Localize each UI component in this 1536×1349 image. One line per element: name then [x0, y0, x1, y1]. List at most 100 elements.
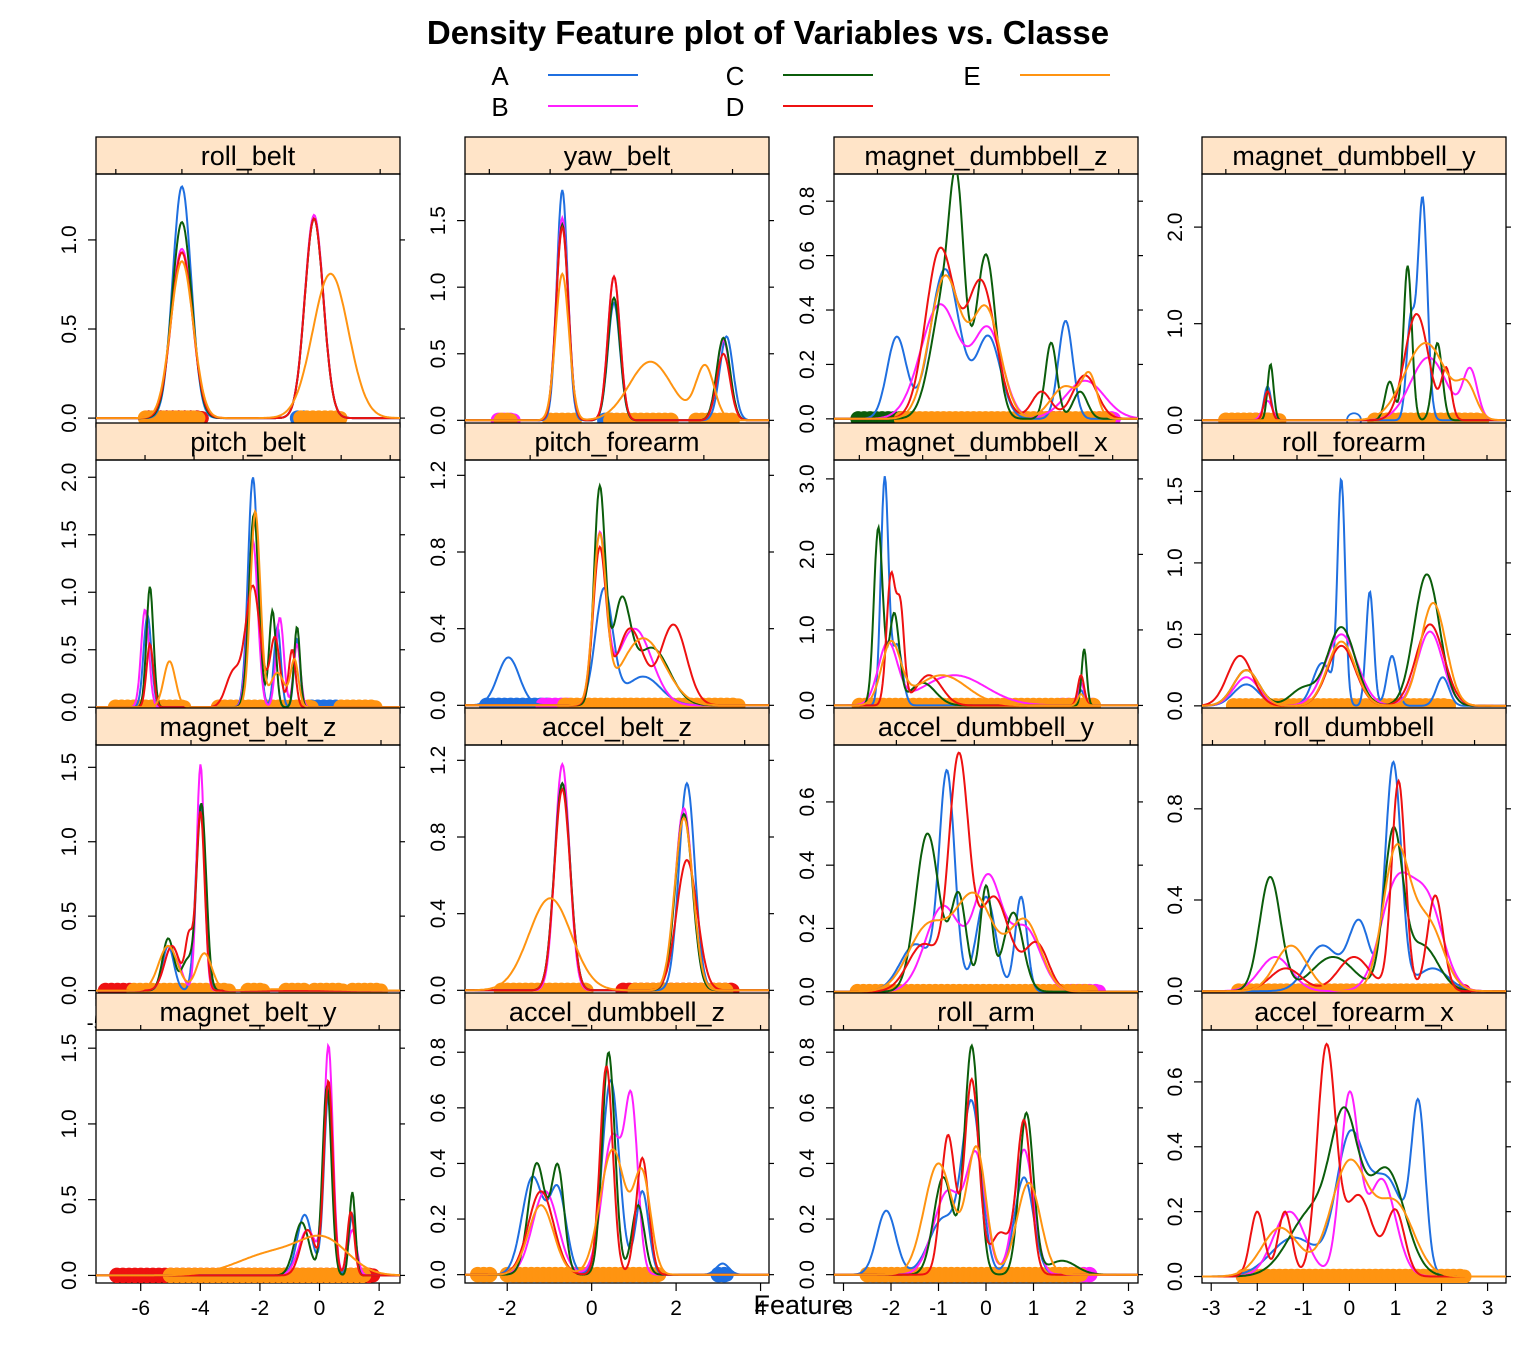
legend-label-A: A [491, 61, 509, 91]
y-tick-label: 1.0 [58, 1109, 81, 1138]
rug-E-point [937, 1266, 953, 1283]
rug-E-point [1307, 1268, 1324, 1283]
rug-E-point [1277, 1268, 1294, 1283]
rug-E-point [1319, 1268, 1336, 1283]
rug-E-point [1331, 1268, 1348, 1283]
panel-strip [1201, 707, 1507, 746]
rug-E-point [1422, 983, 1439, 998]
panel-frame [95, 744, 401, 999]
panel-data [834, 751, 1138, 998]
rug-E-point [1380, 983, 1397, 998]
rug-E-point [603, 412, 619, 427]
panel-roll_belt: roll_belt-2-10120.00.51.0 [58, 136, 405, 464]
rug-E-point [943, 1266, 959, 1283]
density-line-E [96, 260, 400, 420]
panel-data [1202, 477, 1506, 713]
panel-data [834, 174, 1138, 427]
x-tick-label: 2 [1075, 1297, 1087, 1320]
density-line-C [834, 1043, 1138, 1276]
rug-E-point [1283, 1268, 1300, 1283]
rug-E-point [933, 983, 950, 998]
x-tick-label: 0 [314, 1297, 326, 1320]
rug-E-point [1404, 983, 1421, 998]
rug-E-point [921, 983, 938, 998]
panel-data [834, 1043, 1138, 1283]
y-tick-label: 1.0 [796, 615, 819, 644]
density-line-C [96, 802, 400, 992]
density-line-E [1202, 843, 1506, 993]
rug-E-point [1374, 983, 1391, 998]
density-line-E [834, 891, 1138, 993]
rug-E-point [973, 1266, 989, 1283]
rug-E-point [1313, 1268, 1330, 1283]
rug-E-point [961, 1266, 977, 1283]
rug-E-point [903, 983, 920, 998]
panel-data [96, 1042, 400, 1283]
rug-E-point [342, 1267, 359, 1283]
rug-E-point [1391, 1268, 1408, 1283]
panel-yaw_belt: yaw_belt-2-10120.00.51.01.5 [427, 136, 774, 464]
rug-E-point [1403, 1268, 1420, 1283]
density-line-D [465, 544, 769, 707]
panel-axes: -2-10120.00.51.0 [58, 169, 405, 464]
y-tick-label: 0.5 [58, 314, 81, 343]
y-tick-label: 0.8 [796, 1038, 819, 1067]
rug-E-point [306, 1267, 323, 1283]
density-line-E [1202, 342, 1506, 422]
rug-E-point [1440, 983, 1457, 998]
panel-strip [833, 136, 1139, 175]
rug-E-point [969, 983, 986, 998]
y-tick-label: 1.2 [427, 746, 450, 775]
rug-E-point [1015, 1266, 1031, 1283]
rug-E-point [1337, 1268, 1354, 1283]
density-line-A [1202, 760, 1506, 993]
y-tick-label: 0.4 [796, 1149, 819, 1179]
y-tick-label: 3.0 [796, 464, 819, 493]
x-tick-label: -2 [498, 1297, 517, 1320]
panel-title: roll_forearm [1282, 427, 1426, 457]
rug-E-point [511, 1266, 527, 1283]
y-tick-label: 0.2 [427, 1204, 450, 1233]
legend-label-E: E [963, 61, 980, 91]
rug-E-point [967, 1266, 983, 1283]
density-line-D [96, 811, 400, 992]
y-tick-label: 1.0 [58, 225, 81, 254]
panel-strip [95, 422, 401, 461]
panel-roll_arm: roll_arm -3 -2 -1 0 1 2 3 0.0 0.2 0.4 0.6 0.8 [796, 992, 1143, 1320]
y-tick-label: 0.4 [1164, 885, 1187, 915]
y-tick-label: 0.5 [58, 902, 81, 931]
y-tick-label: 0.8 [427, 822, 450, 851]
rug-E-point [589, 1266, 605, 1283]
rug-E-point [300, 1267, 317, 1283]
y-tick-label: 0.0 [58, 693, 81, 722]
density-line-B [96, 213, 400, 420]
density-line-C [465, 482, 769, 707]
density-line-A [465, 781, 769, 992]
panel-data [96, 477, 400, 713]
density-line-D [465, 787, 769, 992]
density-line-E [465, 1148, 769, 1276]
legend-label-B: B [491, 92, 508, 122]
panel-roll_forearm: roll_forearm-2-10120.00.51.01.5 [1164, 422, 1511, 750]
rug-E-point [975, 983, 992, 998]
panel-title: magnet_dumbbell_x [864, 427, 1108, 457]
panel-title: accel_belt_z [542, 712, 692, 742]
density-line-D [834, 569, 1138, 707]
y-tick-label: 0.5 [1164, 620, 1187, 649]
rug-E-point [951, 983, 968, 998]
y-tick-label: 0.2 [796, 914, 819, 943]
density-line-A [465, 1078, 769, 1276]
y-tick-label: 0.8 [796, 187, 819, 216]
y-tick-label: 1.5 [58, 520, 81, 549]
rug-E-point [1005, 983, 1022, 998]
rug-E-point [1290, 983, 1307, 998]
density-line-B [834, 872, 1138, 993]
rug-E-point [1295, 1268, 1312, 1283]
rug-E-point [1368, 983, 1385, 998]
density-line-E [465, 272, 769, 422]
x-tick-label: -1 [1294, 1297, 1313, 1320]
rug-E-point [318, 1267, 335, 1283]
rug-E-point [625, 1266, 641, 1283]
rug-E-point [897, 983, 914, 998]
